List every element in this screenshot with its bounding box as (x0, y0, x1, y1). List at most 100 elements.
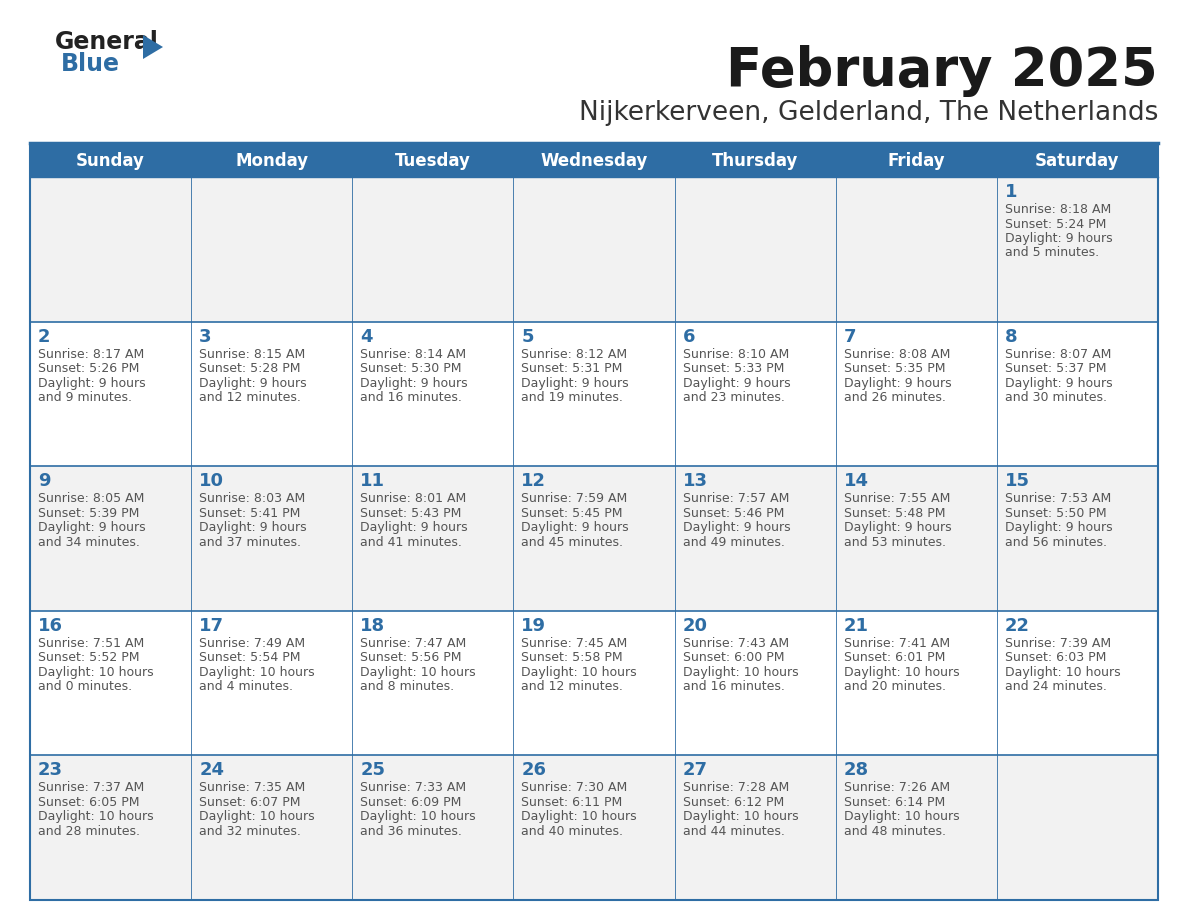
Text: Sunset: 5:30 PM: Sunset: 5:30 PM (360, 362, 462, 375)
Text: Wednesday: Wednesday (541, 152, 647, 170)
Text: Sunset: 5:24 PM: Sunset: 5:24 PM (1005, 218, 1106, 230)
Text: February 2025: February 2025 (726, 45, 1158, 97)
Text: and 56 minutes.: and 56 minutes. (1005, 536, 1107, 549)
Text: Sunset: 5:39 PM: Sunset: 5:39 PM (38, 507, 139, 520)
Text: and 5 minutes.: and 5 minutes. (1005, 247, 1099, 260)
Text: and 32 minutes.: and 32 minutes. (200, 825, 301, 838)
Text: Nijkerkerveen, Gelderland, The Netherlands: Nijkerkerveen, Gelderland, The Netherlan… (579, 100, 1158, 126)
Text: Sunset: 5:28 PM: Sunset: 5:28 PM (200, 362, 301, 375)
Text: Blue: Blue (61, 52, 120, 76)
Text: and 16 minutes.: and 16 minutes. (683, 680, 784, 693)
Text: Sunrise: 8:08 AM: Sunrise: 8:08 AM (843, 348, 950, 361)
Text: Sunset: 5:26 PM: Sunset: 5:26 PM (38, 362, 139, 375)
Text: and 45 minutes.: and 45 minutes. (522, 536, 624, 549)
Text: Sunrise: 8:03 AM: Sunrise: 8:03 AM (200, 492, 305, 505)
Bar (30, 145, 1158, 900)
Text: Sunset: 6:11 PM: Sunset: 6:11 PM (522, 796, 623, 809)
Text: and 44 minutes.: and 44 minutes. (683, 825, 784, 838)
Text: Daylight: 9 hours: Daylight: 9 hours (683, 521, 790, 534)
Text: 19: 19 (522, 617, 546, 635)
Text: Sunrise: 7:41 AM: Sunrise: 7:41 AM (843, 637, 950, 650)
Polygon shape (143, 35, 163, 59)
Text: Sunrise: 7:55 AM: Sunrise: 7:55 AM (843, 492, 950, 505)
Text: and 9 minutes.: and 9 minutes. (38, 391, 132, 404)
Text: Daylight: 10 hours: Daylight: 10 hours (522, 666, 637, 678)
Text: and 12 minutes.: and 12 minutes. (522, 680, 624, 693)
Text: and 41 minutes.: and 41 minutes. (360, 536, 462, 549)
Text: and 28 minutes.: and 28 minutes. (38, 825, 140, 838)
Text: and 8 minutes.: and 8 minutes. (360, 680, 455, 693)
Text: Friday: Friday (887, 152, 946, 170)
Text: Tuesday: Tuesday (394, 152, 470, 170)
Bar (30, 177, 1158, 321)
Text: Monday: Monday (235, 152, 308, 170)
Text: Sunset: 5:46 PM: Sunset: 5:46 PM (683, 507, 784, 520)
Text: 23: 23 (38, 761, 63, 779)
Text: Daylight: 10 hours: Daylight: 10 hours (360, 811, 476, 823)
Text: and 48 minutes.: and 48 minutes. (843, 825, 946, 838)
Text: Thursday: Thursday (712, 152, 798, 170)
Text: Sunrise: 7:43 AM: Sunrise: 7:43 AM (683, 637, 789, 650)
Bar (30, 145, 1158, 177)
Text: 12: 12 (522, 472, 546, 490)
Text: 21: 21 (843, 617, 868, 635)
Text: Daylight: 9 hours: Daylight: 9 hours (683, 376, 790, 389)
Text: 26: 26 (522, 761, 546, 779)
Text: Daylight: 10 hours: Daylight: 10 hours (1005, 666, 1120, 678)
Text: Daylight: 9 hours: Daylight: 9 hours (200, 376, 307, 389)
Text: 3: 3 (200, 328, 211, 345)
Text: Sunset: 6:03 PM: Sunset: 6:03 PM (1005, 651, 1106, 665)
Text: and 26 minutes.: and 26 minutes. (843, 391, 946, 404)
Text: Sunrise: 8:07 AM: Sunrise: 8:07 AM (1005, 348, 1111, 361)
Text: Sunrise: 7:26 AM: Sunrise: 7:26 AM (843, 781, 950, 794)
Text: 27: 27 (683, 761, 708, 779)
Text: and 4 minutes.: and 4 minutes. (200, 680, 293, 693)
Text: Daylight: 9 hours: Daylight: 9 hours (843, 521, 952, 534)
Text: Sunrise: 7:39 AM: Sunrise: 7:39 AM (1005, 637, 1111, 650)
Text: Sunset: 6:07 PM: Sunset: 6:07 PM (200, 796, 301, 809)
Text: 13: 13 (683, 472, 708, 490)
Text: Sunrise: 7:53 AM: Sunrise: 7:53 AM (1005, 492, 1111, 505)
Text: Daylight: 10 hours: Daylight: 10 hours (522, 811, 637, 823)
Text: Sunrise: 8:10 AM: Sunrise: 8:10 AM (683, 348, 789, 361)
Text: 14: 14 (843, 472, 868, 490)
Text: Daylight: 10 hours: Daylight: 10 hours (683, 811, 798, 823)
Text: Sunrise: 7:37 AM: Sunrise: 7:37 AM (38, 781, 144, 794)
Text: Daylight: 9 hours: Daylight: 9 hours (1005, 376, 1112, 389)
Text: and 36 minutes.: and 36 minutes. (360, 825, 462, 838)
Text: 15: 15 (1005, 472, 1030, 490)
Text: Sunrise: 7:33 AM: Sunrise: 7:33 AM (360, 781, 467, 794)
Text: and 0 minutes.: and 0 minutes. (38, 680, 132, 693)
Text: and 53 minutes.: and 53 minutes. (843, 536, 946, 549)
Text: and 30 minutes.: and 30 minutes. (1005, 391, 1107, 404)
Text: Sunrise: 8:05 AM: Sunrise: 8:05 AM (38, 492, 145, 505)
Text: Sunset: 5:41 PM: Sunset: 5:41 PM (200, 507, 301, 520)
Text: Daylight: 10 hours: Daylight: 10 hours (843, 811, 960, 823)
Text: 28: 28 (843, 761, 868, 779)
Text: Sunset: 5:50 PM: Sunset: 5:50 PM (1005, 507, 1106, 520)
Text: Sunrise: 7:30 AM: Sunrise: 7:30 AM (522, 781, 627, 794)
Text: Sunrise: 8:12 AM: Sunrise: 8:12 AM (522, 348, 627, 361)
Text: Sunset: 6:00 PM: Sunset: 6:00 PM (683, 651, 784, 665)
Text: Sunset: 5:37 PM: Sunset: 5:37 PM (1005, 362, 1106, 375)
Text: Sunset: 5:31 PM: Sunset: 5:31 PM (522, 362, 623, 375)
Text: Sunset: 6:01 PM: Sunset: 6:01 PM (843, 651, 946, 665)
Text: Daylight: 10 hours: Daylight: 10 hours (360, 666, 476, 678)
Text: Sunrise: 8:14 AM: Sunrise: 8:14 AM (360, 348, 467, 361)
Text: Sunrise: 8:18 AM: Sunrise: 8:18 AM (1005, 203, 1111, 216)
Text: and 34 minutes.: and 34 minutes. (38, 536, 140, 549)
Text: Daylight: 10 hours: Daylight: 10 hours (38, 811, 153, 823)
Text: Daylight: 10 hours: Daylight: 10 hours (843, 666, 960, 678)
Text: 20: 20 (683, 617, 708, 635)
Text: and 12 minutes.: and 12 minutes. (200, 391, 301, 404)
Text: and 20 minutes.: and 20 minutes. (843, 680, 946, 693)
Text: Sunset: 5:52 PM: Sunset: 5:52 PM (38, 651, 139, 665)
Text: 4: 4 (360, 328, 373, 345)
Text: Daylight: 9 hours: Daylight: 9 hours (1005, 232, 1112, 245)
Text: Sunrise: 8:17 AM: Sunrise: 8:17 AM (38, 348, 144, 361)
Text: and 19 minutes.: and 19 minutes. (522, 391, 624, 404)
Text: Sunset: 6:12 PM: Sunset: 6:12 PM (683, 796, 784, 809)
Text: Saturday: Saturday (1035, 152, 1119, 170)
Text: Sunset: 5:58 PM: Sunset: 5:58 PM (522, 651, 623, 665)
Text: Sunset: 6:14 PM: Sunset: 6:14 PM (843, 796, 944, 809)
